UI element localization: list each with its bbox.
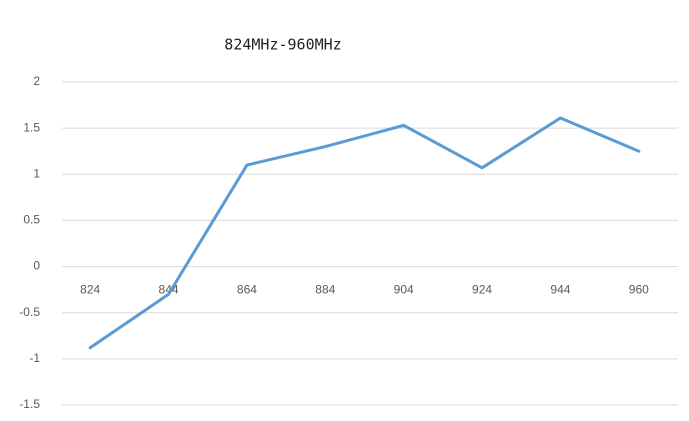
x-tick-label: 884	[315, 283, 335, 297]
x-tick-label: 960	[629, 283, 649, 297]
y-tick-label: 0	[33, 259, 40, 273]
x-tick-label: 824	[80, 283, 100, 297]
x-tick-label: 924	[472, 283, 492, 297]
data-line	[88, 116, 641, 350]
y-tick-label: 0.5	[23, 213, 40, 227]
y-tick-label: -1	[29, 351, 40, 365]
y-tick-label: -0.5	[19, 305, 40, 319]
y-tick-label: 2	[33, 74, 40, 88]
x-tick-label: 944	[550, 283, 570, 297]
y-tick-label: -1.5	[19, 397, 40, 411]
x-tick-label: 864	[237, 283, 257, 297]
x-tick-label: 904	[394, 283, 414, 297]
y-tick-label: 1.5	[23, 120, 40, 134]
chart-title: 824MHz-960MHz	[224, 36, 341, 54]
y-tick-label: 1	[33, 166, 40, 180]
